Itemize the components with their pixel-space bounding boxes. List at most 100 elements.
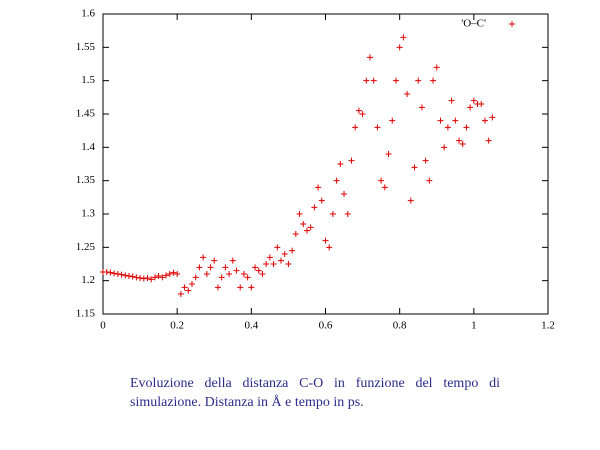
point <box>274 244 281 251</box>
point <box>266 254 273 261</box>
caption: Evoluzione della distanza C-O in funzion… <box>130 376 500 410</box>
point <box>456 137 462 144</box>
point <box>489 114 496 121</box>
point <box>181 284 188 291</box>
point <box>259 271 266 277</box>
point <box>252 264 259 271</box>
point <box>481 117 488 124</box>
point <box>367 54 373 61</box>
y-tick-label: 1.4 <box>81 141 95 153</box>
point <box>415 77 422 84</box>
point <box>114 271 121 277</box>
point <box>125 273 132 279</box>
point <box>270 261 277 267</box>
legend-label: 'O–C' <box>461 18 486 30</box>
point <box>163 272 170 279</box>
point <box>355 107 362 114</box>
point <box>392 77 399 84</box>
point <box>196 264 203 271</box>
point <box>118 271 125 278</box>
point <box>278 257 284 264</box>
point <box>192 274 199 281</box>
point <box>214 284 221 291</box>
point <box>437 117 444 124</box>
point <box>418 104 425 111</box>
point <box>129 273 136 280</box>
point <box>211 257 218 264</box>
point <box>478 101 485 107</box>
point <box>222 264 229 271</box>
y-tick-label: 1.3 <box>81 208 95 220</box>
point <box>404 91 411 97</box>
point <box>329 211 336 217</box>
point <box>281 251 288 257</box>
point <box>452 117 459 124</box>
point <box>111 270 118 277</box>
point <box>237 284 244 291</box>
point <box>233 267 240 274</box>
point <box>378 177 385 184</box>
y-tick-label: 1.2 <box>81 274 95 286</box>
x-tick-label: 0.4 <box>244 320 258 332</box>
y-tick-label: 1.6 <box>81 8 95 20</box>
point <box>311 204 318 211</box>
point <box>441 144 448 151</box>
point <box>315 184 322 191</box>
point <box>140 275 147 282</box>
x-tick-label: 0.6 <box>319 320 333 332</box>
y-tick-label: 1.25 <box>76 241 96 253</box>
point <box>218 274 225 281</box>
point <box>185 287 192 294</box>
point <box>370 77 377 84</box>
x-tick-label: 0 <box>100 320 106 332</box>
y-tick-label: 1.55 <box>76 41 96 53</box>
point <box>374 124 381 131</box>
y-tick-label: 1.15 <box>76 308 96 320</box>
point <box>155 273 162 279</box>
point <box>318 197 325 204</box>
point <box>344 211 351 217</box>
point <box>240 271 247 277</box>
point <box>359 111 366 117</box>
point <box>430 77 437 84</box>
point <box>289 247 296 254</box>
point <box>467 104 474 111</box>
point <box>189 281 195 287</box>
point <box>341 191 348 197</box>
point <box>244 274 251 281</box>
point <box>300 221 307 227</box>
point <box>389 117 396 124</box>
legend-marker <box>509 21 515 27</box>
point <box>348 157 355 164</box>
point <box>200 254 207 261</box>
point <box>144 275 151 281</box>
point <box>411 164 418 171</box>
point <box>485 137 492 144</box>
point <box>177 291 184 297</box>
point <box>203 271 210 277</box>
x-tick-label: 0.8 <box>393 320 407 332</box>
point <box>248 284 255 291</box>
point <box>422 157 429 164</box>
point <box>381 184 388 191</box>
x-tick-label: 1 <box>471 320 477 332</box>
y-tick-label: 1.45 <box>76 108 96 120</box>
point <box>103 269 110 275</box>
point <box>396 44 403 51</box>
point <box>433 64 440 71</box>
point <box>122 272 129 279</box>
point <box>444 124 451 131</box>
point <box>385 151 392 157</box>
point <box>400 34 407 41</box>
point <box>407 197 414 204</box>
point <box>174 271 181 277</box>
point <box>207 264 214 271</box>
point <box>148 276 155 283</box>
point <box>326 244 333 251</box>
point <box>303 227 310 234</box>
point <box>448 97 455 104</box>
point <box>255 267 262 274</box>
point <box>463 124 470 131</box>
